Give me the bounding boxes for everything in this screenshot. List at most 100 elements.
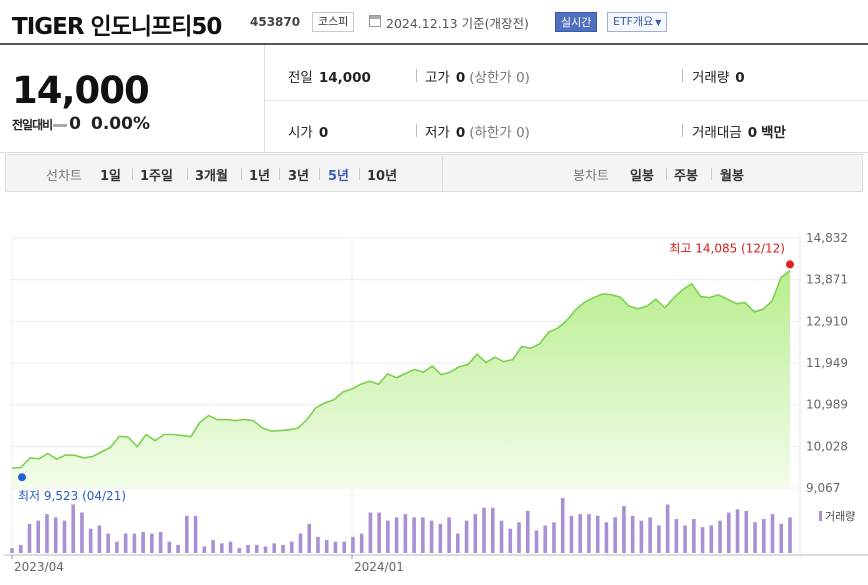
volume-bar	[27, 523, 32, 553]
x-tick-label: 2024/01	[354, 560, 404, 574]
change-percent: 0.00%	[91, 114, 150, 134]
volume-bar	[289, 541, 294, 553]
volume-bar	[700, 527, 705, 553]
min-marker	[18, 473, 26, 482]
y-tick-label: 9,067	[806, 481, 840, 495]
etf-code: 453870	[250, 15, 301, 29]
market-badge: 코스피	[312, 12, 355, 32]
max-annotation: 최고 14,085 (12/12)	[669, 241, 785, 255]
volume-bar	[246, 544, 250, 553]
period-1y[interactable]: 1년	[249, 169, 271, 184]
volume-bar	[386, 520, 390, 553]
volume-bar	[80, 512, 84, 553]
volume-bar	[193, 515, 198, 553]
volume-bar	[123, 533, 128, 553]
volume-bar	[36, 520, 41, 553]
volume-bar	[53, 517, 58, 553]
y-tick-label: 12,910	[806, 314, 848, 328]
period-1d[interactable]: 1일	[100, 169, 122, 184]
volume-bar	[342, 541, 346, 553]
volume-bar	[613, 517, 617, 553]
volume-bar	[106, 533, 110, 553]
etf-overview-dropdown[interactable]: ETF개요 ▼	[607, 12, 668, 32]
calendar-icon	[369, 15, 381, 27]
realtime-button[interactable]: 실시간	[555, 12, 598, 32]
volume-bar	[394, 517, 399, 553]
change-value: 0	[69, 114, 82, 134]
volume-bar	[560, 498, 565, 553]
volume-bar	[569, 515, 574, 553]
volume-bar	[97, 525, 102, 553]
volume-bar	[185, 515, 189, 553]
header: TIGER 인도니프티50 453870 코스피 2024.12.13 기준(개…	[0, 0, 868, 42]
volume-bar	[517, 522, 521, 553]
volume-bar	[281, 544, 285, 553]
volume-bar	[211, 540, 215, 553]
price-line	[11, 269, 791, 469]
high-price: 고가 0 (상한가 0)	[425, 70, 530, 86]
volume-bar	[219, 543, 224, 553]
y-tick-label: 14,832	[806, 231, 848, 245]
volume-bar	[587, 514, 591, 553]
volume-bar	[604, 522, 609, 553]
y-tick-label: 11,949	[806, 356, 848, 370]
volume-bar	[132, 533, 137, 553]
min-annotation: 최저 9,523 (04/21)	[18, 489, 126, 503]
volume-bar	[595, 515, 600, 553]
line-chart-label: 선차트	[46, 169, 82, 184]
volume-bar	[692, 519, 696, 553]
period-10y[interactable]: 10년	[367, 169, 398, 184]
volume-bar	[718, 520, 722, 553]
prev-close: 전일 14,000	[288, 70, 371, 86]
candle-chart-label: 봉차트	[573, 169, 609, 184]
volume-bar	[709, 525, 714, 553]
volume-bar	[779, 523, 784, 553]
y-tick-label: 10,028	[806, 439, 848, 453]
volume-bar	[316, 536, 320, 553]
candle-weekly[interactable]: 주봉	[674, 169, 698, 184]
volume-bar	[438, 523, 443, 553]
volume-bar	[176, 544, 180, 553]
volume-bar	[464, 520, 469, 553]
volume-bar	[508, 528, 513, 553]
candle-daily[interactable]: 일봉	[630, 169, 654, 184]
volume-bar	[770, 514, 775, 553]
volume-bar	[115, 541, 119, 553]
volume-bar	[490, 507, 495, 553]
volume-bar	[368, 512, 373, 553]
volume: 거래량 0	[692, 70, 745, 86]
period-3m[interactable]: 3개월	[195, 169, 228, 184]
volume-bar	[228, 541, 233, 553]
volume-bar	[525, 510, 530, 553]
open-price: 시가 0	[288, 125, 329, 141]
volume-bar	[333, 541, 338, 553]
volume-bar	[665, 504, 670, 553]
volume-bar	[683, 525, 687, 553]
period-5y[interactable]: 5년	[328, 169, 350, 184]
volume-bar	[543, 525, 548, 553]
volume-bar	[237, 548, 242, 553]
volume-bar	[552, 522, 556, 553]
period-3y[interactable]: 3년	[288, 169, 310, 184]
trade-amount: 거래대금 0 백만	[692, 125, 786, 141]
volume-bar	[761, 519, 766, 553]
price-change: 전일대비 0 0.00%	[12, 114, 150, 134]
volume-legend: 거래량	[825, 510, 855, 523]
volume-bar	[298, 533, 303, 553]
period-1w[interactable]: 1주일	[140, 169, 173, 184]
volume-bar	[307, 523, 312, 553]
x-tick-label: 2023/04	[14, 560, 64, 574]
low-price: 저가 0 (하한가 0)	[425, 125, 530, 141]
volume-bar	[10, 548, 14, 553]
volume-bar	[412, 517, 416, 553]
volume-bar	[158, 531, 163, 553]
change-label: 전일대비	[12, 118, 53, 132]
volume-bar	[71, 504, 75, 553]
volume-bar	[578, 514, 583, 553]
candle-monthly[interactable]: 월봉	[720, 169, 744, 184]
volume-bar	[403, 514, 408, 553]
price-area	[12, 270, 790, 488]
volume-bar	[202, 546, 207, 553]
y-tick-label: 10,989	[806, 398, 848, 412]
volume-bar	[727, 512, 731, 553]
